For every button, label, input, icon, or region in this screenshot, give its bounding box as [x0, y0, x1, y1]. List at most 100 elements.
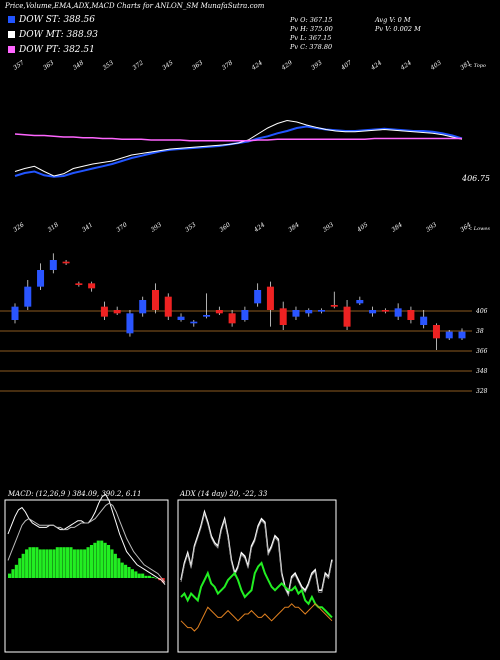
macd-hist-bar [18, 558, 22, 578]
candle-body [458, 331, 466, 339]
legend-swatch-st [8, 16, 15, 23]
price-top-label: 370 [115, 221, 129, 233]
macd-hist-bar [127, 567, 131, 578]
candle-body [432, 325, 440, 339]
candle-body [139, 300, 147, 314]
macd-hist-bar [124, 564, 128, 578]
macd-hist-bar [21, 553, 25, 578]
macd-hist-bar [134, 571, 138, 578]
price-y-label: 348 [476, 368, 488, 375]
legend-dow-pt: DOW PT: 382.51 [8, 45, 95, 55]
candle-body [241, 310, 249, 320]
price-top-label: 405 [355, 221, 369, 234]
macd-hist-bar [130, 569, 134, 578]
macd-hist-bar [117, 558, 121, 578]
price-top-label: 393 [322, 221, 336, 233]
ema-top-label: 407 [339, 59, 353, 72]
candle-body [113, 310, 121, 314]
info-pv-close: Pv C: 378.80 [290, 43, 333, 51]
ema-top-label: 357 [12, 59, 26, 71]
macd-hist-bar [48, 549, 53, 578]
macd-hist-bar [120, 562, 124, 578]
legend-swatch-pt [8, 46, 15, 53]
adx-line-2 [180, 603, 333, 632]
candle-body [126, 313, 134, 334]
ema-line-2 [14, 133, 462, 142]
macd-hist-bar [59, 547, 63, 578]
candle-body [49, 260, 57, 270]
macd-hist-bar [31, 547, 36, 578]
ema-top-label: 353 [102, 59, 116, 71]
ema-top-label: 424 [399, 59, 413, 72]
candle-body [343, 306, 351, 327]
legend-dow-mt-label: DOW MT: 388.93 [19, 30, 98, 40]
macd-hist-bar [66, 547, 70, 578]
candle-body [356, 300, 364, 304]
macd-hist-bar [151, 576, 155, 578]
candle-body [177, 316, 185, 320]
info-pv-high: Pv H: 375.00 [290, 25, 333, 33]
candle-body [279, 308, 287, 325]
macd-hist-bar [72, 549, 76, 578]
ema-line-0 [14, 125, 463, 178]
price-top-label: 353 [184, 221, 198, 233]
legend-dow-st-label: DOW ST: 388.56 [19, 15, 95, 25]
adx-plot [180, 509, 333, 632]
adx-line-shadow [180, 512, 333, 597]
macd-hist-bar [14, 564, 18, 578]
ema-top-label: 424 [369, 59, 383, 72]
macd-hist-bar [96, 540, 100, 578]
candle-body [305, 310, 313, 314]
ema-top-label: 403 [429, 59, 443, 72]
price-corner-label: < Lowes [468, 226, 490, 232]
macd-hist-bar [8, 573, 12, 578]
macd-hist-bar [93, 542, 97, 578]
candle-body [292, 310, 300, 317]
ema-right-value: 406.75 [461, 174, 490, 183]
candle-body [254, 290, 262, 304]
macd-hist-bar [69, 547, 73, 578]
candle-body [100, 306, 108, 317]
candle-body [215, 310, 223, 314]
price-candles [11, 253, 466, 350]
macd-hist-bar [45, 549, 49, 578]
price-y-label: 38 [476, 328, 484, 335]
price-top-label: 384 [390, 221, 404, 233]
macd-hist-bar [42, 549, 46, 578]
ema-lines [14, 119, 463, 178]
candle-body [62, 261, 70, 264]
ema-line-1 [14, 119, 463, 177]
candle-body [24, 286, 32, 307]
macd-hist-bar [83, 549, 87, 578]
macd-hist-bar [79, 549, 83, 578]
candle-body [407, 310, 415, 320]
legend-dow-st: DOW ST: 388.56 [8, 15, 95, 25]
price-top-label: 341 [81, 221, 94, 233]
macd-hist-bar [137, 573, 141, 578]
ema-top-label: 348 [72, 59, 86, 71]
ema-top-label: 393 [310, 59, 324, 71]
legend-swatch-mt [8, 31, 15, 38]
candle-body [11, 306, 19, 320]
ema-top-label: 429 [280, 59, 294, 72]
candle-body [228, 313, 236, 324]
macd-hist-bar [28, 547, 32, 578]
candle-body [394, 308, 402, 317]
candle-body [330, 305, 338, 307]
ema-top-label: 363 [191, 59, 205, 71]
macd-hist-bar [141, 573, 145, 578]
macd-hist-bar [147, 575, 152, 578]
price-y-label: 328 [476, 388, 488, 395]
candle-body [75, 283, 83, 285]
ema-top-label: 372 [131, 59, 145, 71]
candle-body [190, 321, 198, 324]
macd-hist-bar [76, 549, 80, 578]
macd-hist-bar [144, 575, 148, 578]
price-top-label: 424 [252, 221, 266, 234]
macd-hist-bar [25, 549, 29, 578]
macd-label: MACD: (12,26,9 ) 384.09, 390.2, 6.11 [8, 490, 142, 498]
ema-top-labels: 357 363 348 353 372 345 363 378 424 429 393 407 424 4… [12, 59, 490, 183]
adx-panel-frame [177, 499, 337, 653]
candle-body [151, 290, 159, 310]
